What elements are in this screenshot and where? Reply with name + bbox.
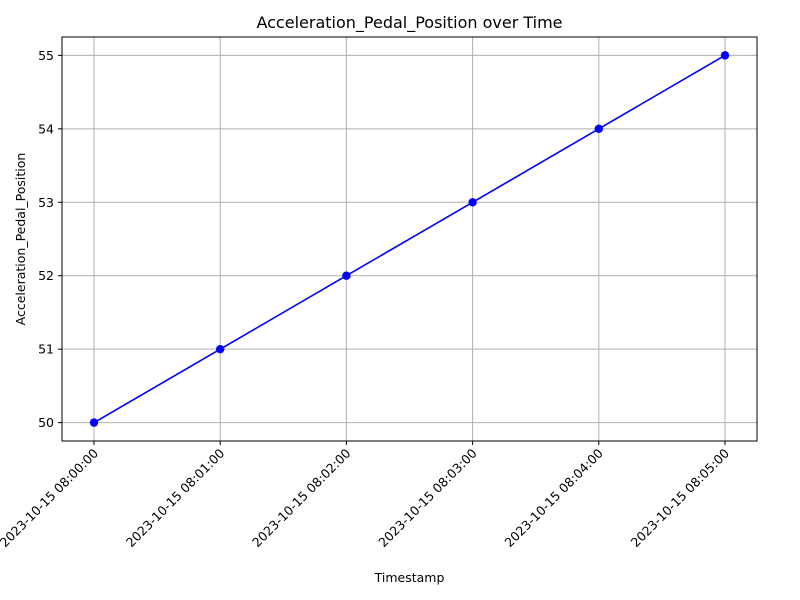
axis-ticks: 2023-10-15 08:00:00 2023-10-15 08:01:00 20… [0, 48, 732, 550]
y-tick-label: 52 [38, 268, 54, 283]
y-tick-label: 54 [38, 121, 54, 136]
plot-frame [61, 36, 758, 442]
x-tick-label: 2023-10-15 08:04:00 [501, 445, 606, 550]
data-point [216, 344, 225, 354]
data-point [468, 198, 477, 207]
x-tick-label: 2023-10-15 08:03:00 [375, 445, 480, 550]
x-tick-label: 2023-10-15 08:05:00 [628, 445, 733, 550]
y-axis-label: Acceleration_Pedal_Position [13, 153, 28, 326]
x-tick-label: 2023-10-15 08:02:00 [249, 445, 354, 550]
x-tick-label: 2023-10-15 08:00:00 [0, 445, 101, 550]
x-axis-label: Timestamp [374, 570, 445, 585]
data-point [720, 51, 730, 60]
data-point [342, 271, 351, 280]
y-tick-label: 55 [38, 48, 54, 63]
series-layer [89, 51, 730, 427]
y-tick-label: 51 [38, 342, 54, 357]
series-line [93, 54, 726, 424]
grid-lines [62, 37, 757, 441]
y-tick-label: 50 [38, 415, 54, 430]
y-tick-label: 53 [38, 195, 54, 210]
x-tick-label: 2023-10-15 08:01:00 [123, 445, 228, 550]
data-point [89, 418, 99, 427]
data-point [594, 124, 603, 134]
chart-title: Acceleration_Pedal_Position over Time [256, 13, 562, 33]
